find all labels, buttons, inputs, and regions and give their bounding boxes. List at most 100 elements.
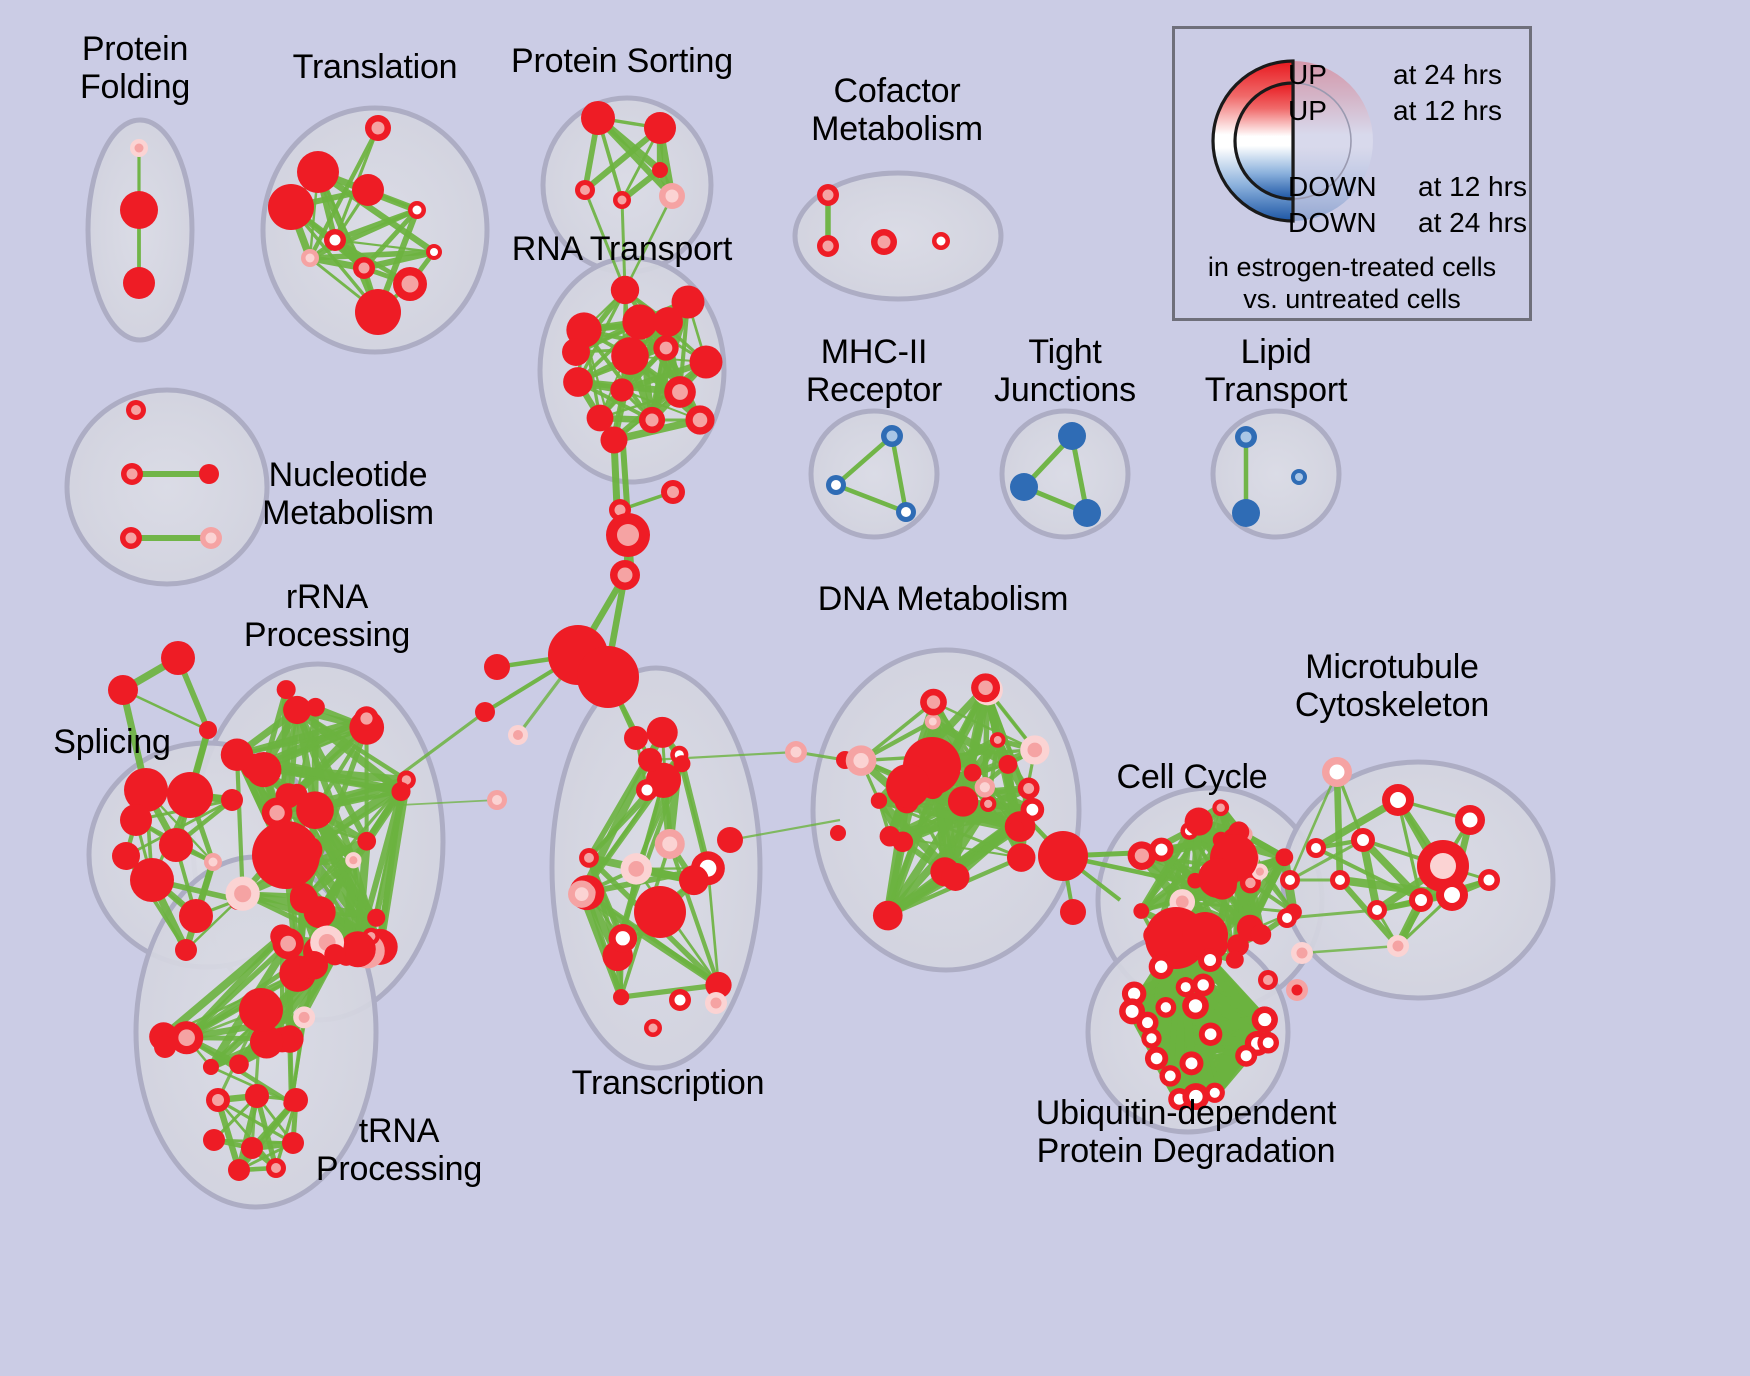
network-edge — [859, 700, 935, 763]
node-splicing — [130, 858, 174, 902]
network-node — [924, 713, 941, 730]
cluster-label-translation: Translation — [292, 48, 458, 86]
network-edge — [122, 688, 209, 732]
node-ubiquitin — [1235, 1044, 1258, 1067]
network-edge — [1333, 771, 1344, 881]
network-node — [357, 831, 377, 851]
node-central — [508, 725, 528, 745]
network-edge — [958, 686, 990, 803]
network-edge — [620, 199, 627, 291]
node-trna — [282, 1132, 304, 1154]
node-ubiquitin — [1144, 1046, 1169, 1071]
cluster-label-ubiquitin-degradation: Ubiquitin-dependent Protein Degradation — [1035, 1094, 1337, 1171]
node-translation — [297, 151, 339, 193]
node-ubiquitin — [1191, 973, 1215, 997]
node-rna-transport — [685, 405, 715, 435]
node-trna — [266, 1158, 286, 1178]
cluster-label-cofactor-metabolism: Cofactor Metabolism — [811, 72, 983, 149]
network-edge — [316, 169, 436, 255]
network-node — [296, 791, 334, 830]
network-node — [283, 695, 312, 725]
network-node — [870, 792, 888, 809]
network-edge — [1339, 875, 1453, 900]
node-ubiquitin — [1182, 1083, 1210, 1111]
node-trna — [154, 1036, 176, 1058]
node-ubiquitin — [1159, 1065, 1182, 1087]
network-node — [293, 1006, 316, 1029]
node-ubiquitin — [1204, 1082, 1225, 1103]
node-central — [484, 654, 510, 680]
legend-footer-line2: vs. untreated cells — [1243, 284, 1461, 314]
node-central — [487, 790, 507, 810]
network-node — [998, 755, 1018, 774]
node-layer — [108, 101, 1500, 1181]
network-node — [354, 706, 379, 731]
network-node — [879, 825, 901, 847]
node-translation — [393, 267, 427, 301]
node-microtubule — [1330, 870, 1350, 890]
node-splicing — [124, 768, 168, 812]
network-edge — [578, 892, 625, 999]
node-translation — [408, 201, 426, 219]
network-node — [971, 673, 1001, 703]
node-ubiquitin — [1182, 992, 1209, 1020]
node-microtubule — [1322, 757, 1352, 787]
node-ubiquitin — [1251, 1006, 1278, 1033]
network-edge — [706, 868, 720, 986]
network-node — [1275, 848, 1294, 867]
node-bridge — [830, 825, 846, 841]
node-ubiquitin — [1198, 1022, 1223, 1046]
network-node — [646, 716, 678, 748]
network-edge — [294, 706, 404, 795]
node-translation — [352, 174, 384, 206]
node-splicing — [159, 828, 193, 862]
network-edge — [889, 435, 909, 513]
node-translation — [355, 289, 401, 335]
cluster-label-mhc-ii-receptor: MHC-II Receptor — [805, 333, 943, 410]
node-translation — [268, 184, 314, 230]
node-splicing — [199, 721, 217, 739]
node-central — [610, 560, 640, 590]
network-edge — [583, 189, 627, 291]
node-nucleotide — [126, 400, 146, 420]
network-edge — [309, 249, 435, 261]
node-cofactor — [871, 229, 897, 255]
node-mhc — [826, 475, 846, 495]
network-node — [963, 763, 982, 782]
node-cellcycle-hub — [1182, 912, 1228, 958]
node-rna-transport — [610, 275, 640, 305]
network-node — [225, 876, 260, 911]
cluster-label-cell-cycle: Cell Cycle — [1116, 758, 1268, 796]
cluster-label-microtubule-cytoskeleton: Microtubule Cytoskeleton — [1294, 648, 1490, 725]
network-edge — [678, 762, 712, 870]
node-rna-transport — [563, 367, 593, 397]
node-microtubule — [1280, 870, 1300, 890]
node-transcription — [669, 989, 691, 1011]
node-protein-sorting — [613, 191, 631, 209]
node-rna-transport — [638, 406, 666, 434]
node-rna-transport — [622, 304, 658, 340]
node-trna — [239, 988, 283, 1032]
network-edge — [236, 715, 368, 758]
node-trna — [241, 1137, 263, 1159]
cluster-label-splicing: Splicing — [53, 723, 171, 761]
cluster-label-tight-junctions: Tight Junctions — [994, 333, 1136, 410]
network-edge — [334, 238, 435, 254]
node-ubiquitin — [1179, 1051, 1204, 1076]
node-ubiquitin — [1257, 1031, 1280, 1054]
network-edge — [611, 359, 709, 443]
network-node — [299, 951, 329, 980]
network-node — [974, 777, 996, 798]
cluster-region-nucleotide-metabolism — [64, 387, 270, 587]
node-microtubule — [1382, 784, 1414, 816]
node-lipid — [1232, 499, 1260, 527]
network-edge — [215, 1099, 242, 1171]
network-node — [1017, 777, 1040, 800]
node-ubiquitin — [1175, 977, 1196, 998]
network-node — [391, 781, 411, 802]
network-node — [1006, 843, 1036, 872]
node-bridge — [717, 827, 743, 853]
node-ubiquitin — [1119, 998, 1146, 1025]
